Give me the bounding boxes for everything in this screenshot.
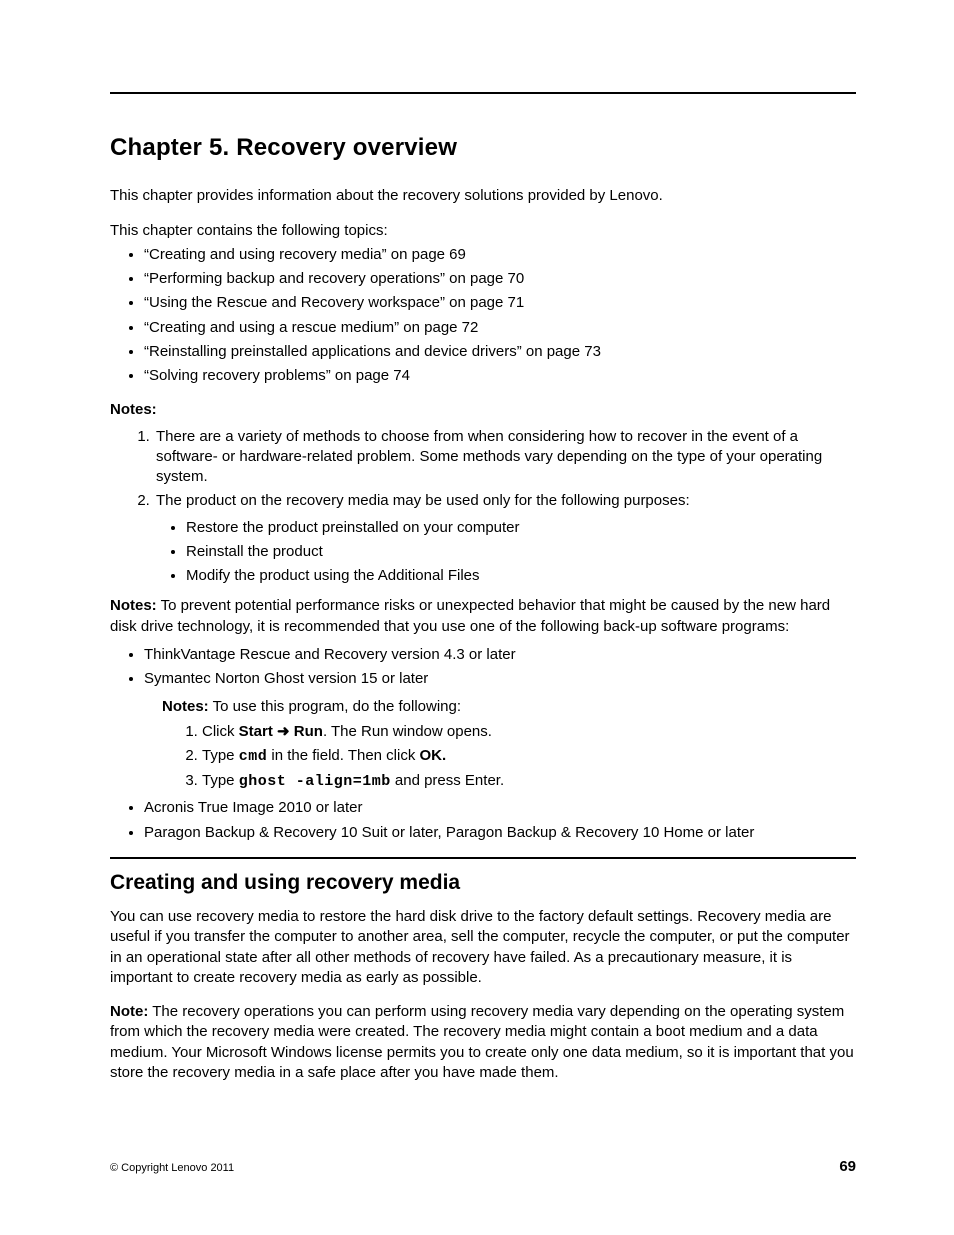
step-1: Click Start ➜ Run. The Run window opens. — [202, 722, 856, 742]
topics-list: “Creating and using recovery media” on p… — [110, 245, 856, 387]
page: Chapter 5. Recovery overview This chapte… — [0, 0, 954, 1235]
topic-item: “Creating and using a rescue medium” on … — [144, 318, 856, 338]
symantec-steps: Click Start ➜ Run. The Run window opens.… — [162, 722, 856, 793]
topic-item: “Creating and using recovery media” on p… — [144, 245, 856, 265]
section-note-prefix: Note: — [110, 1003, 148, 1020]
section-title: Creating and using recovery media — [110, 869, 856, 897]
backup-item-thinkvantage: ThinkVantage Rescue and Recovery version… — [144, 645, 856, 665]
topic-item: “Using the Rescue and Recovery workspace… — [144, 293, 856, 313]
section-note-paragraph: Note: The recovery operations you can pe… — [110, 1002, 856, 1083]
section-horizontal-rule — [110, 857, 856, 859]
section-note-body: The recovery operations you can perform … — [110, 1003, 854, 1081]
backup-software-list: ThinkVantage Rescue and Recovery version… — [110, 645, 856, 843]
note-item-1: There are a variety of methods to choose… — [154, 427, 856, 488]
top-horizontal-rule — [110, 92, 856, 94]
note-2-lead: The product on the recovery media may be… — [156, 492, 690, 509]
step-3: Type ghost -align=1mb and press Enter. — [202, 771, 856, 792]
step-3-pre: Type — [202, 772, 239, 789]
notes-ordered-list: There are a variety of methods to choose… — [110, 427, 856, 587]
notes-body: To prevent potential performance risks o… — [110, 597, 830, 634]
footer-page-number: 69 — [839, 1157, 856, 1177]
step-1-post: . The Run window opens. — [323, 723, 492, 740]
step-2-mid: in the field. Then click — [267, 747, 419, 764]
backup-item-paragon: Paragon Backup & Recovery 10 Suit or lat… — [144, 823, 856, 843]
chapter-title: Chapter 5. Recovery overview — [110, 132, 856, 164]
step-1-run: Run — [294, 723, 323, 740]
intro-paragraph-2: This chapter contains the following topi… — [110, 221, 856, 241]
step-1-start: Start — [239, 723, 273, 740]
section-paragraph-1: You can use recovery media to restore th… — [110, 907, 856, 988]
backup-item-acronis: Acronis True Image 2010 or later — [144, 798, 856, 818]
topic-item: “Reinstalling preinstalled applications … — [144, 342, 856, 362]
step-3-post: and press Enter. — [391, 772, 504, 789]
step-2-ok: OK. — [420, 747, 447, 764]
note-item-2: The product on the recovery media may be… — [154, 491, 856, 586]
intro-paragraph-1: This chapter provides information about … — [110, 186, 856, 206]
note-2-sub-item: Reinstall the product — [186, 542, 856, 562]
note-2-sublist: Restore the product preinstalled on your… — [156, 518, 856, 587]
page-footer: © Copyright Lenovo 2011 69 — [110, 1157, 856, 1177]
inner-notes-body: To use this program, do the following: — [209, 698, 461, 715]
notes-prefix: Notes: — [110, 597, 157, 614]
note-2-sub-item: Modify the product using the Additional … — [186, 566, 856, 586]
backup-item-symantec-label: Symantec Norton Ghost version 15 or late… — [144, 670, 428, 687]
step-2-pre: Type — [202, 747, 239, 764]
backup-item-symantec: Symantec Norton Ghost version 15 or late… — [144, 669, 856, 792]
arrow-icon: ➜ — [273, 723, 294, 740]
step-3-cmd: ghost -align=1mb — [239, 773, 391, 790]
topic-item: “Performing backup and recovery operatio… — [144, 269, 856, 289]
notes-performance-paragraph: Notes: To prevent potential performance … — [110, 596, 856, 637]
note-2-sub-item: Restore the product preinstalled on your… — [186, 518, 856, 538]
step-2-cmd: cmd — [239, 748, 268, 765]
symantec-inner-notes: Notes: To use this program, do the follo… — [162, 697, 856, 717]
footer-copyright: © Copyright Lenovo 2011 — [110, 1161, 234, 1176]
notes-heading: Notes: — [110, 400, 856, 420]
step-1-pre: Click — [202, 723, 239, 740]
inner-notes-prefix: Notes: — [162, 698, 209, 715]
step-2: Type cmd in the field. Then click OK. — [202, 746, 856, 767]
topic-item: “Solving recovery problems” on page 74 — [144, 366, 856, 386]
